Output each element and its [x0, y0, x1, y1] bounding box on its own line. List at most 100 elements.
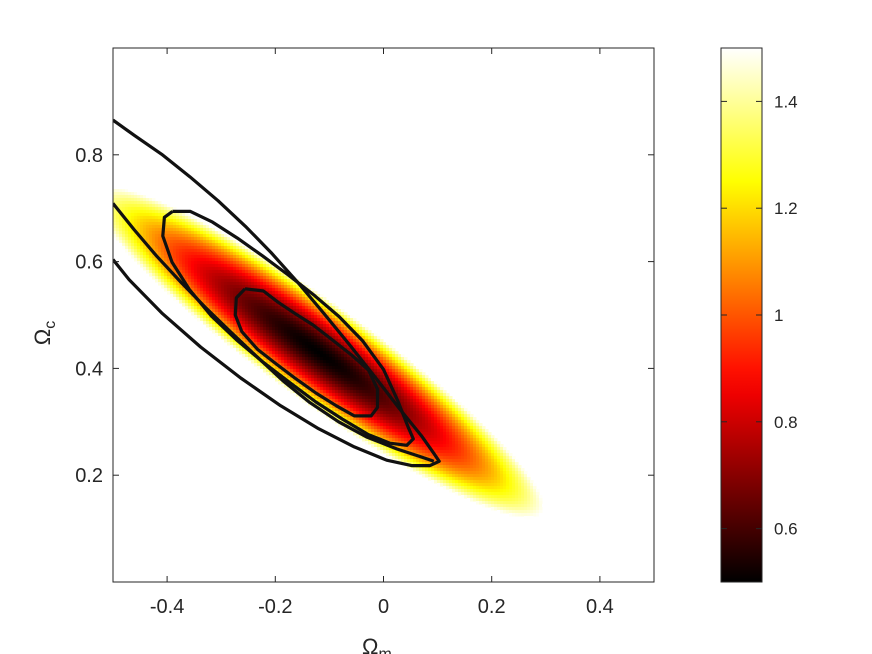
- heatmap-cell: [485, 486, 489, 490]
- heatmap-cell: [305, 381, 309, 385]
- heatmap-cell: [455, 492, 459, 496]
- heatmap-cell: [425, 399, 429, 403]
- heatmap-cell: [338, 312, 342, 316]
- heatmap-cell: [416, 435, 420, 439]
- heatmap-cell: [398, 426, 402, 430]
- heatmap-cell: [335, 396, 339, 400]
- heatmap-cell: [248, 273, 252, 277]
- heatmap-cell: [287, 279, 291, 283]
- heatmap-cell: [296, 366, 300, 370]
- heatmap-cell: [296, 354, 300, 358]
- heatmap-cell: [176, 246, 180, 250]
- heatmap-cell: [476, 480, 480, 484]
- heatmap-cell: [290, 330, 294, 334]
- heatmap-cell: [515, 513, 519, 517]
- heatmap-cell: [521, 513, 525, 517]
- heatmap-cell: [263, 264, 267, 268]
- heatmap-cell: [353, 360, 357, 364]
- heatmap-cell: [266, 339, 270, 343]
- heatmap-cell: [413, 393, 417, 397]
- heatmap-cell: [452, 441, 456, 445]
- heatmap-cell: [458, 402, 462, 406]
- heatmap-cell: [332, 327, 336, 331]
- heatmap-cell: [428, 420, 432, 424]
- heatmap-cell: [437, 402, 441, 406]
- heatmap-cell: [194, 300, 198, 304]
- heatmap-cell: [266, 276, 270, 280]
- heatmap-cell: [383, 396, 387, 400]
- heatmap-cell: [287, 357, 291, 361]
- heatmap-cell: [176, 240, 180, 244]
- heatmap-cell: [185, 246, 189, 250]
- heatmap-cell: [149, 267, 153, 271]
- heatmap-cell: [488, 474, 492, 478]
- heatmap-cell: [347, 378, 351, 382]
- heatmap-cell: [395, 456, 399, 460]
- heatmap-cell: [209, 291, 213, 295]
- heatmap-cell: [317, 396, 321, 400]
- heatmap-cell: [260, 309, 264, 313]
- heatmap-cell: [374, 369, 378, 373]
- heatmap-cell: [176, 288, 180, 292]
- heatmap-cell: [167, 231, 171, 235]
- heatmap-cell: [209, 225, 213, 229]
- heatmap-cell: [122, 225, 126, 229]
- heatmap-cell: [155, 270, 159, 274]
- heatmap-cell: [200, 276, 204, 280]
- heatmap-cell: [296, 306, 300, 310]
- heatmap-cell: [173, 297, 177, 301]
- heatmap-cell: [464, 438, 468, 442]
- heatmap-cell: [458, 477, 462, 481]
- heatmap-cell: [353, 399, 357, 403]
- heatmap-cell: [200, 255, 204, 259]
- heatmap-cell: [260, 342, 264, 346]
- heatmap-cell: [257, 324, 261, 328]
- heatmap-cell: [275, 324, 279, 328]
- heatmap-cell: [290, 315, 294, 319]
- heatmap-cell: [248, 309, 252, 313]
- heatmap-cell: [302, 291, 306, 295]
- heatmap-cell: [470, 492, 474, 496]
- heatmap-cell: [332, 420, 336, 424]
- heatmap-cell: [287, 324, 291, 328]
- heatmap-cell: [329, 384, 333, 388]
- heatmap-cell: [419, 420, 423, 424]
- heatmap-cell: [437, 471, 441, 475]
- heatmap-cell: [278, 288, 282, 292]
- heatmap-cell: [266, 300, 270, 304]
- heatmap-cell: [224, 309, 228, 313]
- heatmap-cell: [317, 366, 321, 370]
- heatmap-cell: [491, 453, 495, 457]
- heatmap-cell: [212, 321, 216, 325]
- heatmap-cell: [224, 267, 228, 271]
- heatmap-cell: [407, 381, 411, 385]
- heatmap-cell: [329, 357, 333, 361]
- heatmap-cell: [518, 486, 522, 490]
- heatmap-cell: [344, 312, 348, 316]
- heatmap-cell: [248, 330, 252, 334]
- heatmap-cell: [251, 300, 255, 304]
- heatmap-cell: [515, 462, 519, 466]
- heatmap-cell: [404, 390, 408, 394]
- heatmap-cell: [254, 282, 258, 286]
- heatmap-cell: [443, 444, 447, 448]
- heatmap-cell: [455, 417, 459, 421]
- heatmap-cell: [320, 336, 324, 340]
- heatmap-cell: [344, 381, 348, 385]
- heatmap-cell: [383, 342, 387, 346]
- heatmap-cell: [308, 357, 312, 361]
- heatmap-cell: [206, 294, 210, 298]
- heatmap-cell: [329, 351, 333, 355]
- heatmap-cell: [125, 237, 129, 241]
- heatmap-cell: [299, 297, 303, 301]
- heatmap-cell: [338, 369, 342, 373]
- heatmap-cell: [266, 351, 270, 355]
- heatmap-cell: [422, 399, 426, 403]
- heatmap-cell: [275, 270, 279, 274]
- heatmap-cell: [131, 255, 135, 259]
- heatmap-cell: [158, 267, 162, 271]
- heatmap-cell: [341, 330, 345, 334]
- heatmap-cell: [470, 465, 474, 469]
- heatmap-cell: [200, 315, 204, 319]
- heatmap-cell: [437, 408, 441, 412]
